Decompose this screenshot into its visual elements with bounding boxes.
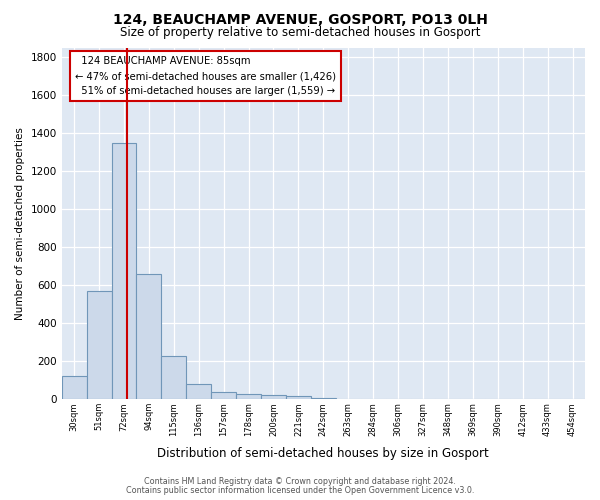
Y-axis label: Number of semi-detached properties: Number of semi-detached properties <box>15 127 25 320</box>
Bar <box>311 398 336 399</box>
Text: Contains HM Land Registry data © Crown copyright and database right 2024.: Contains HM Land Registry data © Crown c… <box>144 477 456 486</box>
Text: Size of property relative to semi-detached houses in Gosport: Size of property relative to semi-detach… <box>120 26 480 39</box>
Text: Contains public sector information licensed under the Open Government Licence v3: Contains public sector information licen… <box>126 486 474 495</box>
Bar <box>236 394 261 399</box>
Bar <box>286 396 311 399</box>
Bar <box>62 376 86 399</box>
Bar <box>86 291 112 399</box>
Bar <box>261 396 286 399</box>
Bar <box>112 142 136 399</box>
Bar <box>136 274 161 399</box>
Text: 124 BEAUCHAMP AVENUE: 85sqm
← 47% of semi-detached houses are smaller (1,426)
  : 124 BEAUCHAMP AVENUE: 85sqm ← 47% of sem… <box>75 56 336 96</box>
X-axis label: Distribution of semi-detached houses by size in Gosport: Distribution of semi-detached houses by … <box>157 447 489 460</box>
Text: 124, BEAUCHAMP AVENUE, GOSPORT, PO13 0LH: 124, BEAUCHAMP AVENUE, GOSPORT, PO13 0LH <box>113 12 487 26</box>
Bar <box>186 384 211 399</box>
Bar <box>211 392 236 399</box>
Bar <box>161 356 186 399</box>
